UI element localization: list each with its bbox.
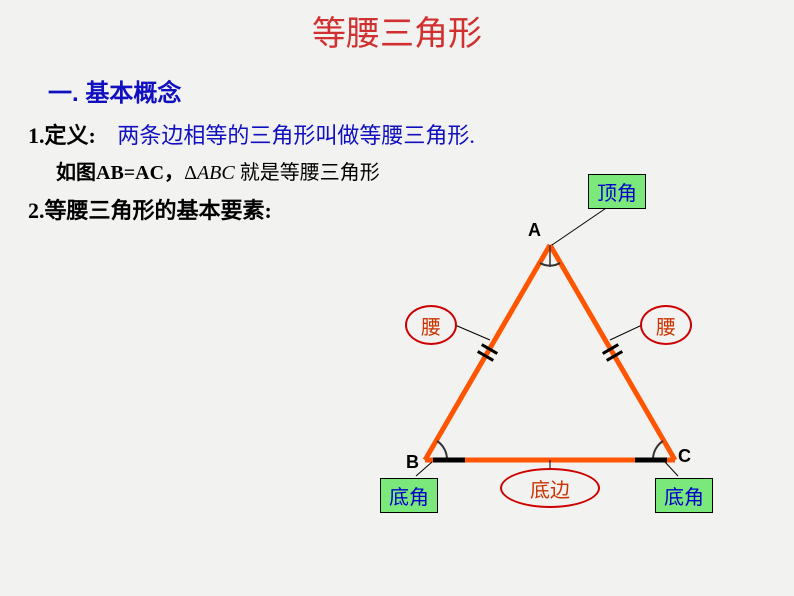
sub-prefix: 如图 (56, 162, 96, 184)
triangle-abc: ABC (197, 162, 235, 184)
label-a: A (528, 220, 541, 241)
def-label: 定义: (45, 123, 96, 148)
waist-right-ellipse: 腰 (640, 305, 692, 345)
waist-left-ellipse: 腰 (405, 305, 457, 345)
page-title: 等腰三角形 (0, 0, 794, 55)
ab-equals-ac: AB=AC， (96, 162, 184, 184)
line2-text: 等腰三角形的基本要素: (45, 198, 272, 223)
section-heading: 一. 基本概念 (48, 73, 794, 108)
def-text: 两条边相等的三角形叫做等腰三角形. (117, 123, 475, 148)
line2-number: 2. (28, 198, 45, 223)
base-side-ellipse: 底边 (500, 468, 600, 508)
base-angle-right-box: 底角 (655, 478, 713, 513)
label-b: B (406, 452, 419, 473)
triangle-diagram: 顶角 腰 腰 底角 底角 底边 A B C (320, 170, 760, 570)
definition-line: 1.定义: 两条边相等的三角形叫做等腰三角形. (28, 118, 794, 150)
triangle-delta: Δ (184, 162, 197, 184)
label-c: C (678, 446, 691, 467)
def-number: 1. (28, 123, 45, 148)
apex-angle-box: 顶角 (588, 174, 646, 209)
base-angle-left-box: 底角 (380, 478, 438, 513)
